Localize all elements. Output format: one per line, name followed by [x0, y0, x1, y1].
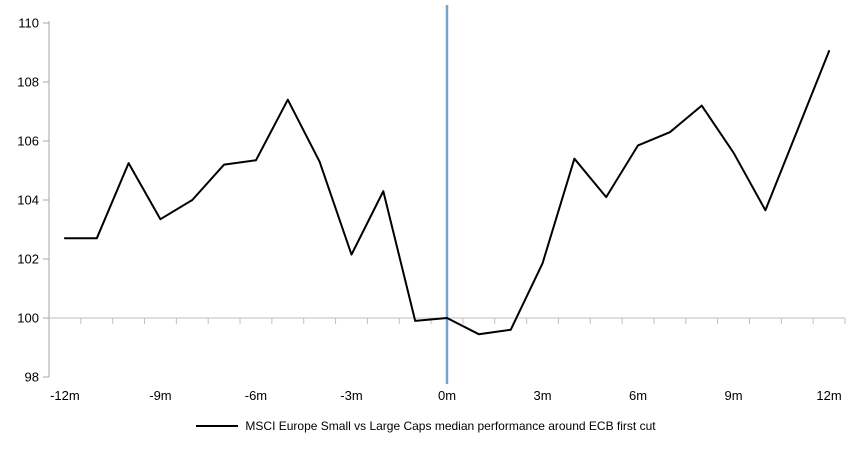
x-tick-label: 12m	[816, 388, 841, 403]
y-tick-label: 104	[17, 193, 39, 208]
y-tick-label: 110	[18, 16, 39, 31]
y-tick-label: 98	[25, 370, 39, 385]
legend: MSCI Europe Small vs Large Caps median p…	[0, 419, 852, 433]
series-line	[63, 50, 831, 336]
y-tick-label: 102	[17, 252, 39, 267]
legend-label: MSCI Europe Small vs Large Caps median p…	[245, 419, 656, 433]
x-tick-label: 6m	[629, 388, 647, 403]
legend-line-swatch	[196, 425, 239, 427]
x-tick-label: -6m	[245, 388, 267, 403]
y-tick-label: 100	[17, 311, 39, 326]
x-tick-label: -3m	[340, 388, 362, 403]
y-tick-label: 108	[17, 75, 39, 90]
x-tick-label: 9m	[725, 388, 743, 403]
x-tick-label: 3m	[533, 388, 551, 403]
x-tick-label: -12m	[50, 388, 80, 403]
x-tick-label: -9m	[149, 388, 171, 403]
y-tick-label: 106	[17, 134, 39, 149]
x-tick-label: 0m	[438, 388, 456, 403]
